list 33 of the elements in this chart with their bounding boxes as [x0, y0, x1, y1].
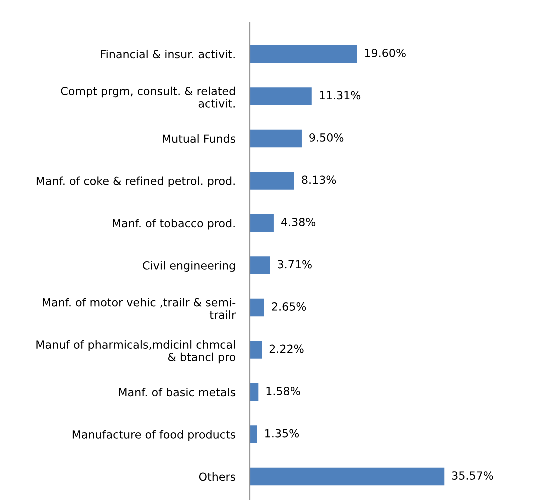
y-tick-label: Compt prgm, consult. & related activit.	[61, 86, 236, 108]
y-tick-label: Manf. of motor vehic ,trailr & semi- trailr	[43, 298, 236, 320]
data-label: 1.35%	[266, 429, 300, 438]
data-label: 8.13%	[302, 176, 336, 184]
bar	[250, 341, 262, 359]
y-tick-label: Manf. of basic metals	[119, 388, 236, 397]
data-label: 19.60%	[365, 49, 406, 58]
data-label: 3.71%	[278, 260, 312, 269]
bar	[250, 172, 294, 190]
y-tick-label: Manuf of pharmicals,mdicinl chmcal & btancl pro	[36, 340, 236, 364]
bar	[250, 88, 312, 106]
bar	[250, 256, 270, 274]
data-label: 4.38%	[281, 218, 316, 226]
y-tick-label: Manf. of tobacco prod.	[113, 219, 235, 230]
bar	[250, 298, 264, 317]
bar	[250, 426, 258, 444]
bar	[250, 45, 358, 64]
data-label: 2.65%	[272, 302, 306, 311]
data-label: 1.58%	[266, 387, 300, 396]
y-tick-label: Civil engineering	[143, 261, 236, 272]
bar	[250, 383, 259, 402]
data-label: 35.57%	[452, 472, 494, 480]
bar	[250, 130, 302, 148]
bar	[250, 468, 445, 486]
data-label: 9.50%	[310, 134, 344, 142]
y-tick-label: Mutual Funds	[163, 134, 236, 144]
data-label: 11.31%	[320, 91, 361, 100]
data-label: 2.22%	[270, 344, 304, 354]
y-tick-label: Manufacture of food products	[72, 430, 236, 442]
bar	[250, 214, 274, 232]
y-tick-label: Financial & insur. activit.	[101, 50, 235, 59]
y-tick-label: Others	[199, 472, 236, 482]
y-tick-label: Manf. of coke & refined petrol. prod.	[36, 176, 235, 188]
